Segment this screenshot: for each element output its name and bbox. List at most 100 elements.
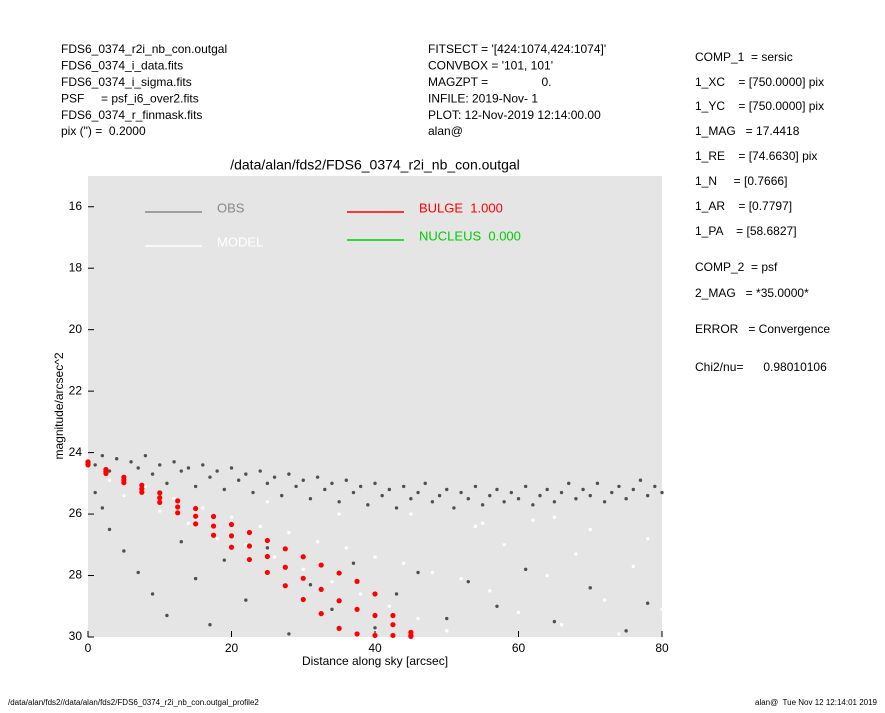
- data-point: [208, 623, 212, 627]
- data-point: [445, 616, 449, 621]
- data-point: [559, 490, 564, 495]
- data-point: [172, 497, 176, 501]
- header-left-line: FDS6_0374_r_finmask.fits: [61, 108, 202, 122]
- data-point: [208, 475, 212, 479]
- y-tick-label: 30: [69, 629, 83, 643]
- data-point: [193, 505, 199, 512]
- data-point: [301, 567, 305, 572]
- parameter-line: 1_N = [0.7666]: [695, 174, 787, 188]
- data-point: [574, 552, 578, 556]
- data-point: [258, 524, 262, 529]
- data-point: [158, 509, 162, 513]
- data-point: [390, 612, 396, 619]
- y-tick-label: 20: [69, 322, 83, 336]
- data-point: [416, 616, 420, 621]
- data-point: [193, 521, 199, 527]
- data-point: [186, 466, 191, 470]
- data-point: [246, 543, 253, 549]
- header-left-line: FDS6_0374_i_sigma.fits: [61, 75, 192, 89]
- data-point: [318, 586, 324, 592]
- data-point: [107, 469, 112, 473]
- data-point: [351, 490, 356, 495]
- data-point: [372, 632, 378, 639]
- data-point: [193, 513, 199, 519]
- data-point: [638, 478, 643, 482]
- data-point: [394, 506, 399, 510]
- data-point: [136, 570, 140, 575]
- header-center-line: CONVBOX = '101, 101': [428, 59, 553, 73]
- data-point: [258, 469, 262, 473]
- parameter-line: 1_RE = [74.6630] pix: [695, 149, 817, 163]
- data-point: [344, 546, 348, 550]
- data-point: [315, 540, 320, 544]
- data-point: [136, 466, 140, 470]
- data-point: [251, 490, 255, 495]
- header-left-line: FDS6_0374_r2i_nb_con.outgal: [61, 42, 227, 56]
- data-point: [617, 484, 621, 489]
- data-point: [272, 555, 277, 559]
- data-point: [372, 591, 378, 597]
- data-point: [358, 592, 363, 596]
- data-point: [201, 506, 205, 510]
- data-point: [157, 499, 163, 505]
- data-point: [390, 622, 396, 628]
- data-point: [344, 478, 348, 482]
- data-point: [409, 497, 413, 501]
- data-point: [129, 460, 133, 464]
- plot-area: [88, 176, 662, 637]
- data-point: [402, 561, 406, 565]
- data-point: [179, 469, 183, 473]
- legend-label: MODEL: [217, 234, 263, 249]
- data-point: [287, 530, 291, 535]
- y-tick-label: 26: [69, 506, 83, 520]
- plot-data: [85, 453, 664, 639]
- data-point: [480, 521, 485, 525]
- y-tick-label: 24: [69, 445, 83, 459]
- parameter-line: 1_XC = [750.0000] pix: [695, 75, 824, 89]
- data-point: [660, 490, 664, 495]
- data-point: [222, 487, 227, 492]
- data-point: [523, 567, 528, 572]
- data-point: [351, 561, 356, 565]
- data-point: [430, 570, 435, 575]
- data-point: [445, 629, 449, 633]
- y-axis-label: magnitude/arcsec^2: [52, 352, 66, 459]
- data-point: [282, 583, 288, 589]
- y-tick-label: 16: [69, 199, 83, 213]
- parameter-line: 1_MAG = 17.4418: [695, 124, 800, 138]
- data-point: [175, 498, 181, 504]
- data-point: [595, 481, 600, 486]
- data-point: [228, 533, 235, 539]
- data-point: [121, 480, 127, 486]
- parameter-line: 1_YC = [750.0000] pix: [695, 99, 824, 113]
- data-point: [531, 503, 535, 507]
- data-point: [588, 586, 592, 590]
- data-point: [244, 543, 248, 547]
- data-point: [354, 578, 360, 584]
- data-point: [244, 598, 248, 602]
- data-point: [645, 493, 650, 498]
- data-point: [115, 457, 119, 461]
- data-point: [236, 478, 241, 482]
- data-point: [495, 487, 499, 492]
- data-point: [122, 493, 126, 498]
- data-point: [143, 453, 148, 458]
- data-point: [301, 478, 305, 482]
- footer-right: alan@ Tue Nov 12 12:14:01 2019: [755, 698, 878, 707]
- data-point: [336, 598, 342, 604]
- data-point: [193, 484, 198, 489]
- data-point: [122, 549, 126, 553]
- data-point: [336, 625, 342, 631]
- data-point: [300, 575, 306, 581]
- data-point: [394, 592, 399, 596]
- data-point: [473, 484, 478, 489]
- data-point: [617, 632, 621, 636]
- data-point: [282, 546, 288, 552]
- data-point: [602, 598, 607, 602]
- data-point: [416, 570, 420, 575]
- data-point: [660, 607, 664, 612]
- data-point: [538, 493, 542, 498]
- data-point: [229, 515, 234, 519]
- data-point: [157, 490, 163, 496]
- data-point: [229, 466, 234, 470]
